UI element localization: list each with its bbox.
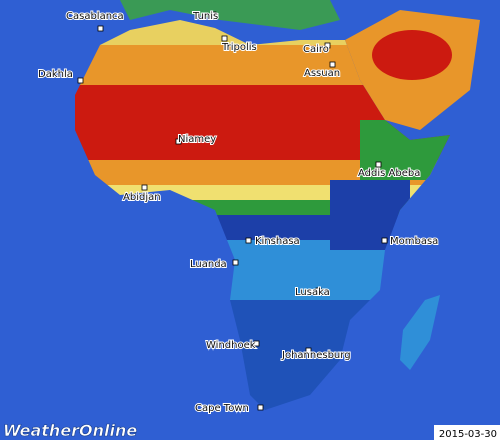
europe: [120, 0, 340, 30]
city-label: Dakhla: [38, 69, 73, 80]
logo: WeatherOnline: [3, 421, 137, 440]
city-label: Addis Abeba: [358, 168, 420, 179]
city-markers: [77, 11, 388, 411]
city-label: Assuan: [304, 68, 340, 79]
city-label: Niamey: [178, 134, 216, 145]
city-label: Kinshasa: [255, 236, 300, 247]
city-label: Lusaka: [295, 287, 330, 298]
city-label: Tripolis: [221, 42, 257, 53]
city-label: Mombasa: [390, 236, 438, 247]
city-label: Windhoek: [206, 340, 256, 351]
city-label: Tunis: [192, 11, 218, 22]
city-label: Luanda: [190, 259, 227, 270]
date-box: [434, 425, 500, 440]
city-label: Cairo: [303, 44, 329, 55]
city-label: Cape Town: [195, 403, 249, 414]
date: 2015-03-30: [439, 429, 497, 440]
city-label: Johannesburg: [281, 350, 351, 361]
madagascar: [400, 295, 440, 370]
city-label: Abidjan: [123, 192, 161, 203]
city-label: Casablanca: [66, 11, 124, 22]
city-labels: Casablanca Tunis Tripolis Cairo Dakhla A…: [37, 10, 439, 415]
